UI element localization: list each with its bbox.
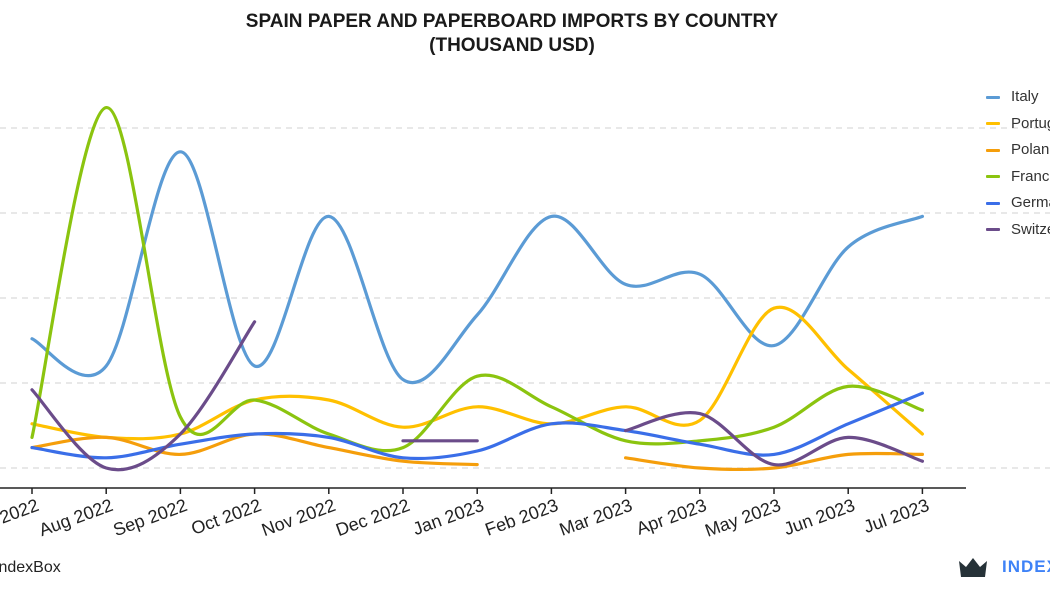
x-tick-label: Feb 2023	[482, 495, 560, 540]
legend-label: Poland	[1011, 141, 1050, 159]
legend-swatch	[986, 95, 1000, 99]
brand-text: INDEXBOX	[1002, 557, 1050, 576]
x-tick-label: Mar 2023	[557, 495, 635, 540]
legend-swatch	[986, 201, 1000, 205]
legend-label: Switzerland	[1011, 220, 1050, 238]
x-tick-label: Oct 2022	[188, 495, 263, 539]
x-tick-label: Aug 2022	[36, 495, 115, 540]
legend-label: Germany	[1011, 194, 1050, 212]
chart-title: SPAIN PAPER AND PAPERBOARD IMPORTS BY CO…	[0, 10, 1024, 58]
series-line-switzerland	[30, 320, 257, 472]
legend-swatch	[986, 148, 1000, 152]
series-line-portugal	[30, 305, 924, 441]
legend-label: Portugal	[1011, 114, 1050, 132]
series-line-poland	[30, 432, 479, 467]
series-lines	[30, 106, 924, 472]
grid-lines	[0, 127, 1050, 469]
indexbox-logo-icon	[959, 558, 987, 577]
chart-subtitle: (THOUSAND USD)	[429, 35, 595, 56]
source-label: IndexBox	[0, 559, 61, 576]
series-line-france	[30, 106, 924, 453]
legend-item-germany: Germany	[986, 192, 1050, 219]
legend-swatch	[986, 175, 1000, 179]
legend: Italy Portugal Poland France Germany Switzerl…	[986, 86, 1050, 245]
x-tick-label: Apr 2023	[634, 495, 709, 539]
legend-label: Italy	[1011, 88, 1039, 106]
series-line-poland	[624, 451, 924, 472]
legend-item-switzerland: Switzerland	[986, 219, 1050, 246]
legend-label: France	[1011, 167, 1050, 185]
legend-item-italy: Italy	[986, 86, 1050, 113]
legend-item-portugal: Portugal	[986, 113, 1050, 140]
legend-swatch	[986, 228, 1000, 232]
x-tick-label: Jul 2023	[861, 495, 932, 537]
x-tick-label: Jul 2022	[0, 495, 41, 537]
series-line-germany	[30, 391, 924, 461]
x-tick-label: Jan 2023	[410, 495, 486, 539]
legend-item-poland: Poland	[986, 139, 1050, 166]
x-tick-label: Dec 2022	[333, 495, 412, 540]
chart-title-line1: SPAIN PAPER AND PAPERBOARD IMPORTS BY CO…	[245, 11, 779, 32]
x-tick-label: Sep 2022	[110, 495, 189, 540]
legend-swatch	[986, 122, 1000, 126]
legend-item-france: France	[986, 166, 1050, 193]
brand-logo-block: INDEXBOX	[958, 554, 1050, 580]
x-tick-label: May 2023	[702, 495, 783, 541]
x-tick-label: Nov 2022	[259, 495, 338, 540]
series-line-italy	[30, 150, 924, 385]
x-tick-label: Jun 2023	[781, 495, 857, 539]
series-line-switzerland	[624, 410, 924, 467]
